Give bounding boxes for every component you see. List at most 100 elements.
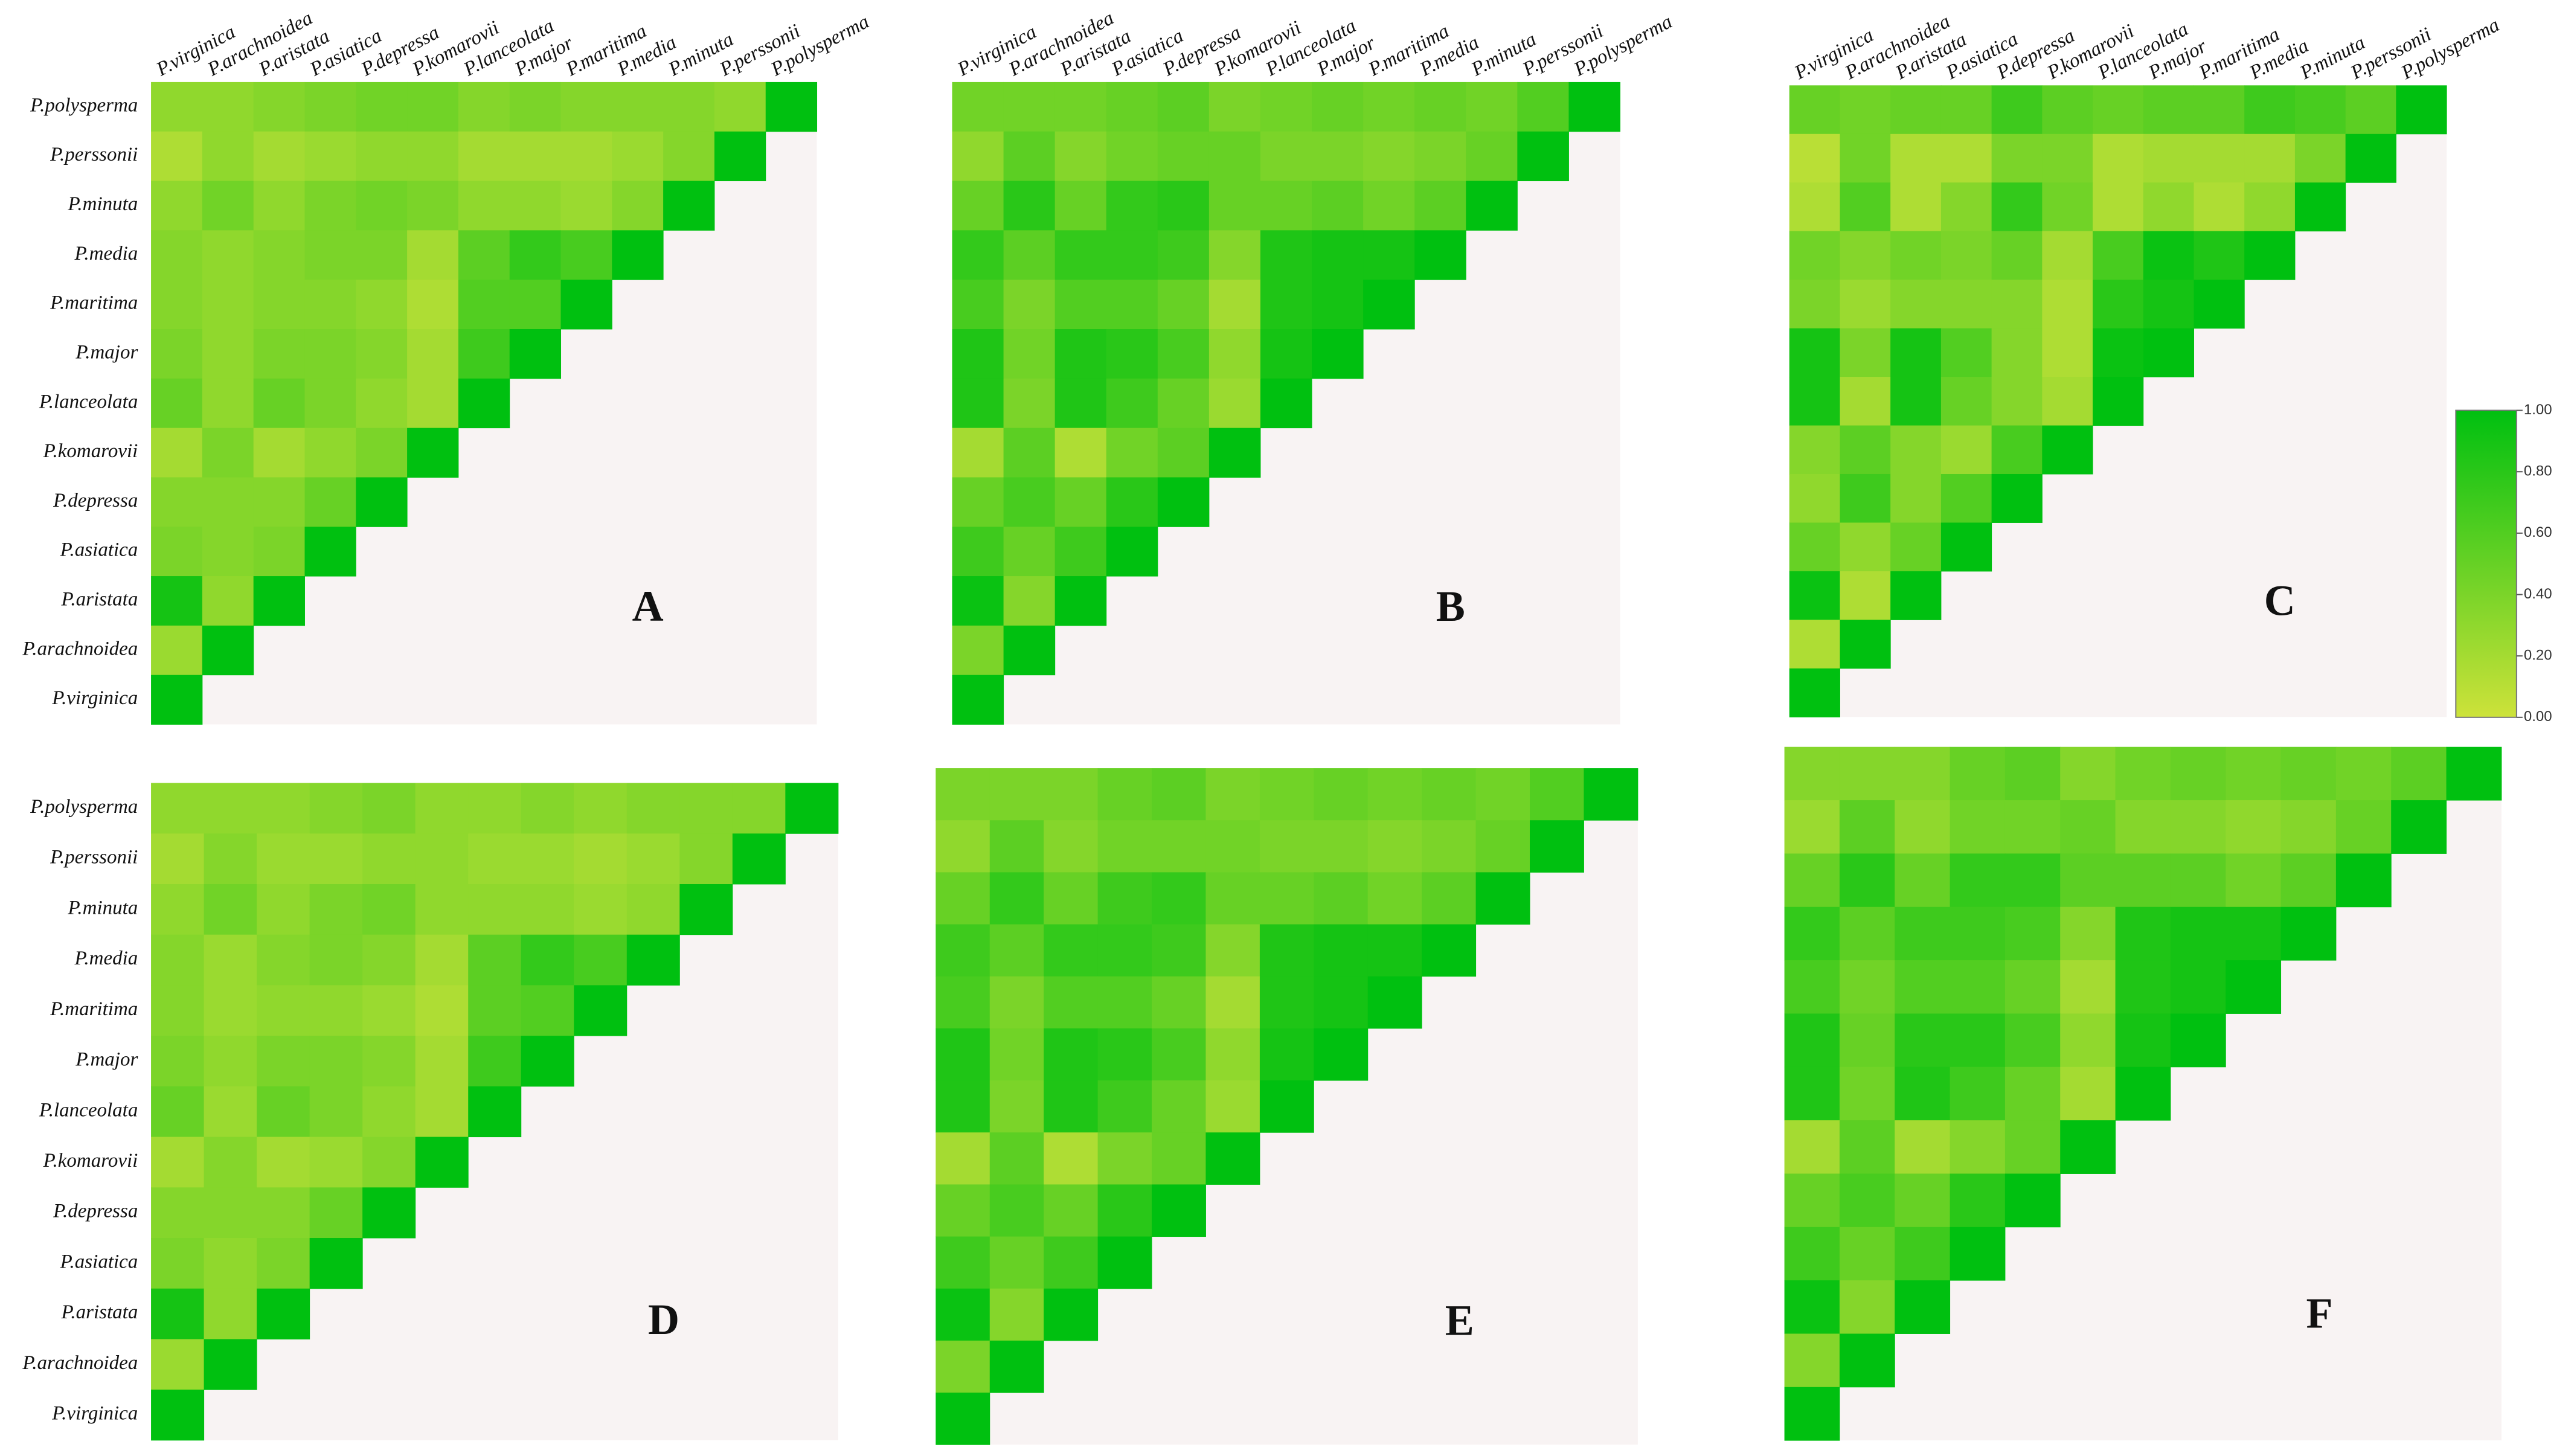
heatmap-cell [1152,976,1206,1029]
heatmap-cell [989,1340,1044,1393]
heatmap-cell [732,783,786,834]
heatmap-cell [1895,746,1951,801]
heatmap-cell [2170,853,2226,908]
panel-label: F [2306,1289,2332,1337]
heatmap-cell [2115,1013,2171,1068]
heatmap-cell [1003,527,1056,577]
heatmap-cell [626,934,680,986]
row-label: P.lanceolata [39,391,138,412]
heatmap-cell [2093,85,2144,135]
heatmap-cell [204,1086,257,1138]
row-label: P.arachnoidea [22,638,138,659]
heatmap-cell [202,428,254,478]
heatmap-cell [1044,924,1099,977]
heatmap-cell [626,783,680,834]
heatmap-cell [407,329,459,379]
heatmap-cell [2391,746,2447,801]
heatmap-cell [1895,1227,1951,1281]
heatmap-cell [952,378,1004,429]
heatmap-cell [356,280,408,330]
heatmap-cell [952,181,1004,231]
heatmap-cell [1054,576,1107,626]
heatmap-cell [309,1086,363,1138]
heatmap-cell [1950,1120,2006,1174]
heatmap-cell [952,527,1004,577]
heatmap-cell [1205,768,1260,821]
heatmap-cell [1890,280,1942,329]
heatmap-cell [2294,182,2346,232]
heatmap-cell [1054,477,1107,527]
heatmap-cell [468,833,522,885]
heatmap-cell [679,783,733,834]
heatmap-cell [2345,133,2396,183]
heatmap-cell [1840,571,1891,620]
heatmap-cell [2004,1013,2061,1068]
heatmap-cell [2060,746,2116,801]
heatmap-cell [714,131,766,182]
colorbar-tick-label: 0.80 [2524,463,2552,479]
heatmap-cell [1259,768,1314,821]
heatmap-cell [2004,1066,2061,1121]
heatmap-cell [1517,131,1569,182]
heatmap-cell [2170,960,2226,1014]
heatmap-cell [1205,924,1260,977]
heatmap-cell [626,833,680,885]
heatmap-cell [1106,329,1158,379]
heatmap-cell [356,181,408,231]
heatmap-cell [2226,800,2282,854]
heatmap-cell [458,131,510,182]
heatmap-cell [1003,329,1056,379]
heatmap-cell [1940,377,1992,426]
heatmap-cell [2244,231,2296,280]
heatmap-cell [509,131,562,182]
heatmap-cell [362,884,416,935]
heatmap-cell [1475,872,1530,925]
heatmap-cell [415,833,469,885]
heatmap-cell [560,131,612,182]
heatmap-cell [257,783,310,834]
heatmap-cell [204,1036,257,1087]
heatmap-cell [2093,182,2144,232]
heatmap-cell [1314,924,1369,977]
heatmap-cell [2335,746,2392,801]
heatmap-cell [151,1390,205,1441]
heatmap-cell [309,934,363,986]
heatmap-cell [202,131,254,182]
heatmap-cell [1003,230,1056,280]
heatmap-cell [1890,231,1942,280]
heatmap-cell [560,280,612,330]
heatmap-cell [1312,82,1364,132]
heatmap-cell [2004,800,2061,854]
heatmap-cell [1097,976,1152,1029]
heatmap-cell [1422,924,1477,977]
heatmap-cell [1950,800,2006,854]
heatmap-cell [574,934,627,986]
heatmap-cell [1840,133,1891,183]
heatmap-cell [253,527,305,577]
heatmap-cell [2170,746,2226,801]
heatmap-cell [1789,668,1840,717]
heatmap-cell [2446,746,2502,801]
heatmap-cell [1152,872,1206,925]
heatmap-cell [2244,133,2296,183]
heatmap-cell [356,230,408,280]
heatmap-cell [2143,85,2194,135]
heatmap-cell [1840,620,1891,669]
heatmap-cell [204,934,257,986]
heatmap-cell [407,230,459,280]
heatmap-cell [257,1288,310,1339]
heatmap-cell [151,230,203,280]
heatmap-cell [151,428,203,478]
panel-label: A [632,582,664,630]
heatmap-cell [304,82,356,132]
heatmap-cell [1367,976,1422,1029]
heatmap-cell [415,934,469,986]
heatmap-cell [1895,1173,1951,1228]
heatmap-cell [2093,133,2144,183]
heatmap-cell [204,1238,257,1289]
heatmap-cell [356,82,408,132]
heatmap-cell [1097,1236,1152,1289]
heatmap-cell [936,924,990,977]
heatmap-cell [253,329,305,379]
heatmap-cell [1367,768,1422,821]
